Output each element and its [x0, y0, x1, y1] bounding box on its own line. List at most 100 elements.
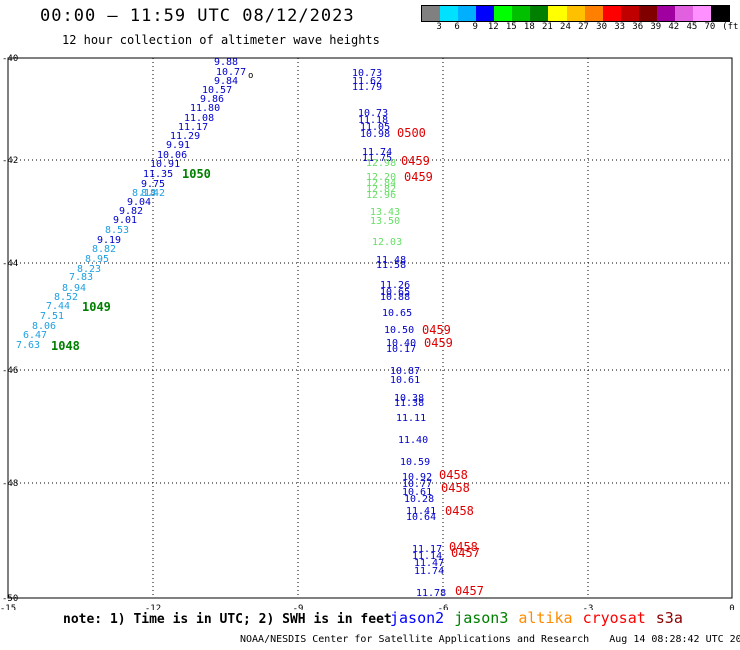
scale-label: 30 — [596, 22, 607, 32]
swh-value-label: 13.43 — [370, 207, 400, 218]
swh-value-label: 6.47 — [23, 330, 47, 341]
y-tick-label: -40 — [2, 54, 18, 64]
scale-label: 70 — [704, 22, 716, 32]
credit-text: NOAA/NESDIS Center for Satellite Applica… — [240, 634, 590, 645]
swh-value-label: 12.98 — [366, 158, 396, 169]
time-label: 0457 — [451, 546, 480, 560]
swh-value-label: 9.91 — [166, 140, 190, 151]
scale-label: 12 — [487, 22, 499, 32]
swh-value-label: 10.77 — [402, 479, 432, 490]
scale-label: 42 — [668, 22, 680, 32]
time-label: 0457 — [455, 584, 484, 598]
swh-value-label: 11.78 — [416, 588, 446, 599]
scale-label: 3 — [436, 22, 442, 32]
swh-value-label: 11.18 — [358, 115, 388, 126]
time-label: 0500 — [397, 126, 426, 140]
time-label: 0458 — [445, 504, 474, 518]
swh-value-label: 10.73 — [358, 108, 388, 119]
scale-swatch — [566, 6, 585, 21]
scale-label: 9 — [472, 22, 478, 32]
scale-label: 15 — [505, 22, 517, 32]
swh-value-label: 11.62 — [352, 76, 382, 87]
swh-value-label: 10.61 — [390, 375, 420, 386]
page-subtitle: 12 hour collection of altimeter wave hei… — [62, 33, 380, 47]
scale-label: 21 — [541, 22, 553, 32]
scale-swatch — [602, 6, 621, 21]
satellite-cryosat-label: cryosat — [582, 609, 646, 627]
scale-swatch — [458, 6, 477, 21]
swh-value-label: 11.29 — [170, 131, 200, 142]
footer-credit-line: NOAA/NESDIS Center for Satellite Applica… — [240, 634, 740, 645]
swh-value-label: 11.58 — [376, 260, 406, 271]
swh-value-label: 11.74 — [362, 147, 392, 158]
scale-label: 33 — [614, 22, 626, 32]
scale-unit: (ft) — [722, 22, 740, 32]
time-label: 0459 — [424, 336, 453, 350]
swh-value-label: 12.20 — [366, 172, 396, 183]
satellite-altika-label: altika — [518, 609, 573, 627]
swh-value-label: 11.17 — [412, 544, 442, 555]
swh-value-label: 11.26 — [380, 280, 410, 291]
swh-value-label: 8.18 — [132, 188, 156, 199]
swh-value-label: 7.44 — [46, 301, 70, 312]
scale-label: 39 — [650, 22, 662, 32]
time-label: 1048 — [51, 339, 80, 353]
swh-value-label: 10.64 — [406, 512, 436, 523]
swh-value-label: 10.17 — [386, 344, 416, 355]
scale-swatch — [476, 6, 495, 21]
time-label: 0459 — [401, 154, 430, 168]
swh-value-label: 10.59 — [400, 457, 430, 468]
swh-value-label: 10.06 — [157, 150, 187, 161]
swh-value-label: 8.06 — [32, 321, 56, 332]
satellite-jason2-label: jason2 — [390, 609, 445, 627]
swh-value-label: 12.96 — [366, 190, 396, 201]
swh-value-label: 8.52 — [54, 292, 78, 303]
plot-frame — [7, 57, 733, 599]
swh-value-label: 12.84 — [366, 178, 396, 189]
y-tick-label: -42 — [2, 156, 18, 166]
scale-swatch — [440, 6, 459, 21]
satellite-legend: jason2 jason3 altika cryosat s3a — [390, 609, 693, 627]
scale-label: 24 — [560, 22, 571, 32]
swh-value-label: 11.41 — [406, 506, 436, 517]
swh-value-label: 9.04 — [127, 197, 151, 208]
swh-value-label: 10.91 — [150, 159, 180, 170]
time-label: 1049 — [82, 300, 111, 314]
swh-value-label: 10.73 — [352, 68, 382, 79]
swh-value-label: 8.94 — [62, 283, 86, 294]
page-title: 00:00 – 11:59 UTC 08/12/2023 — [40, 6, 355, 26]
x-tick-label: 0 — [729, 604, 734, 610]
time-label: 0458 — [441, 481, 470, 495]
time-label: 0458 — [449, 540, 478, 554]
y-tick-label: -50 — [2, 594, 18, 604]
swh-value-label: 8.53 — [105, 225, 129, 236]
x-tick-label: -6 — [438, 604, 449, 610]
timestamp-text: Aug 14 08:28:42 UTC 2023 — [609, 634, 740, 645]
track-end-mark: o — [248, 71, 253, 81]
swh-value-label: 9.82 — [119, 206, 143, 217]
scale-swatch — [674, 6, 693, 21]
swh-value-label: 9.01 — [113, 215, 137, 226]
x-tick-label: -9 — [293, 604, 304, 610]
scale-swatch — [494, 6, 513, 21]
swh-value-label: 10.28 — [404, 494, 434, 505]
scale-swatch — [530, 6, 549, 21]
wave-height-map: -15 -12 -9 -6 -3 0-40-42-44-46-48-509.8810.77… — [0, 54, 735, 610]
scale-label: 18 — [523, 22, 535, 32]
swh-value-label: 8.82 — [92, 244, 116, 255]
swh-value-label: 9.84 — [214, 76, 238, 87]
x-tick-label: -12 — [145, 604, 161, 610]
x-tick-label: -15 — [0, 604, 16, 610]
swh-value-label: 11.35 — [143, 169, 173, 180]
footer-note: note: 1) Time is in UTC; 2) SWH is in fe… — [63, 612, 392, 627]
swh-value-label: 10.40 — [386, 338, 416, 349]
swh-value-label: 7.83 — [69, 272, 93, 283]
color-scale-bar — [421, 5, 730, 22]
y-tick-label: -44 — [2, 259, 18, 269]
swh-value-label: 11.80 — [190, 103, 220, 114]
swh-value-label: 9.86 — [200, 94, 224, 105]
swh-value-label: 11.74 — [414, 566, 444, 577]
scale-swatch — [711, 6, 730, 21]
time-label: 0458 — [439, 468, 468, 482]
scale-swatch — [512, 6, 531, 21]
